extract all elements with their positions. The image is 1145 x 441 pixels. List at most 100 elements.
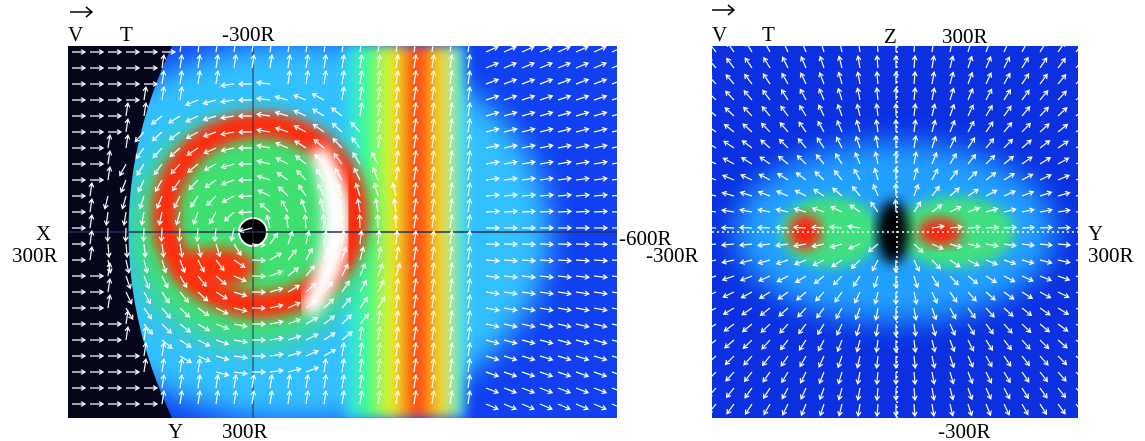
- flow-arrow: [142, 325, 149, 341]
- flow-arrow: [196, 53, 203, 69]
- flow-arrow: [466, 325, 473, 341]
- flow-arrow: [539, 126, 554, 133]
- flow-arrow: [430, 309, 437, 325]
- flow-arrow: [837, 387, 843, 401]
- flow-arrow: [712, 339, 717, 344]
- flow-arrow: [311, 108, 325, 117]
- flow-arrow: [816, 307, 825, 319]
- flow-arrow: [503, 403, 518, 411]
- flow-arrow: [931, 339, 937, 353]
- flow-arrow: [967, 403, 974, 417]
- flow-arrow: [135, 147, 145, 160]
- flow-arrow: [521, 274, 537, 280]
- flow-arrow: [967, 136, 976, 149]
- flow-arrow: [985, 154, 996, 165]
- flow-arrow: [377, 262, 384, 277]
- flow-arrow: [466, 341, 473, 357]
- flow-arrow: [521, 403, 536, 411]
- flow-arrow: [142, 101, 149, 117]
- flow-arrow: [742, 123, 753, 133]
- flow-arrow: [967, 153, 977, 165]
- flow-arrow: [448, 229, 455, 245]
- flow-arrow: [712, 128, 717, 133]
- flow-arrow: [744, 387, 753, 399]
- flow-arrow: [1075, 227, 1078, 229]
- flow-arrow: [503, 192, 519, 199]
- flow-arrow: [430, 53, 437, 69]
- flow-arrow: [168, 131, 181, 141]
- flow-arrow: [911, 403, 918, 418]
- flow-arrow: [1003, 105, 1012, 117]
- flow-arrow: [430, 101, 437, 117]
- flow-arrow: [466, 165, 473, 181]
- flow-arrow: [161, 275, 169, 289]
- flow-arrow: [539, 61, 554, 69]
- top-axis: Z: [884, 24, 897, 48]
- flow-arrow: [72, 369, 87, 375]
- flow-arrow: [196, 357, 203, 373]
- flow-arrow: [593, 306, 608, 313]
- flow-arrow: [304, 53, 311, 69]
- flow-arrow: [1057, 258, 1071, 265]
- flow-arrow: [949, 136, 957, 149]
- flow-arrow: [893, 86, 899, 101]
- flow-arrow: [72, 177, 87, 183]
- flow-arrow: [268, 373, 275, 389]
- flow-arrow: [985, 403, 992, 417]
- flow-arrow: [485, 355, 500, 362]
- flow-arrow: [913, 243, 924, 253]
- flow-arrow: [108, 369, 123, 375]
- flow-arrow: [949, 323, 957, 337]
- flow-arrow: [215, 307, 229, 315]
- flow-arrow: [712, 243, 717, 245]
- flow-arrow: [322, 373, 329, 389]
- flow-arrow: [521, 143, 536, 149]
- flow-arrow: [557, 323, 572, 329]
- flow-arrow: [874, 86, 880, 101]
- flow-arrow: [781, 56, 789, 69]
- flow-arrow: [358, 325, 365, 341]
- flow-arrow: [448, 261, 455, 277]
- flow-arrow: [466, 357, 473, 373]
- right-field: [712, 46, 1078, 418]
- flow-arrow: [777, 155, 789, 165]
- flow-arrow: [186, 147, 199, 156]
- flow-arrow: [394, 101, 401, 117]
- flow-arrow: [358, 341, 365, 357]
- flow-arrow: [762, 73, 771, 85]
- flow-arrow: [593, 126, 608, 133]
- flow-arrow: [911, 387, 918, 402]
- flow-arrow: [280, 199, 289, 213]
- flow-arrow: [1039, 275, 1053, 282]
- flow-arrow: [985, 387, 993, 401]
- flow-arrow: [741, 323, 753, 333]
- flow-arrow: [949, 224, 964, 231]
- flow-arrow: [1075, 80, 1078, 85]
- flow-arrow: [350, 121, 361, 133]
- flow-arrow: [197, 355, 211, 363]
- flow-arrow: [376, 53, 383, 69]
- flow-arrow: [1075, 129, 1078, 133]
- flow-arrow: [1021, 387, 1029, 400]
- flow-arrow: [931, 185, 940, 197]
- flow-arrow: [949, 403, 955, 417]
- flow-arrow: [873, 151, 880, 165]
- flow-arrow: [160, 341, 167, 357]
- flow-arrow: [334, 167, 343, 181]
- flow-arrow: [1039, 73, 1048, 85]
- flow-arrow: [759, 156, 771, 165]
- flow-arrow: [911, 355, 918, 370]
- flow-arrow: [394, 69, 401, 85]
- flow-arrow: [466, 133, 473, 149]
- flow-arrow: [153, 163, 163, 176]
- flow-arrow: [761, 105, 771, 117]
- flow-arrow: [466, 197, 473, 213]
- flow-arrow: [305, 316, 319, 325]
- flow-arrow: [816, 137, 825, 149]
- flow-arrow: [90, 305, 105, 311]
- flow-arrow: [269, 286, 284, 293]
- flow-arrow: [392, 213, 399, 229]
- flow-arrow: [521, 61, 536, 69]
- flow-arrow: [892, 198, 899, 213]
- flow-arrow: [352, 152, 361, 165]
